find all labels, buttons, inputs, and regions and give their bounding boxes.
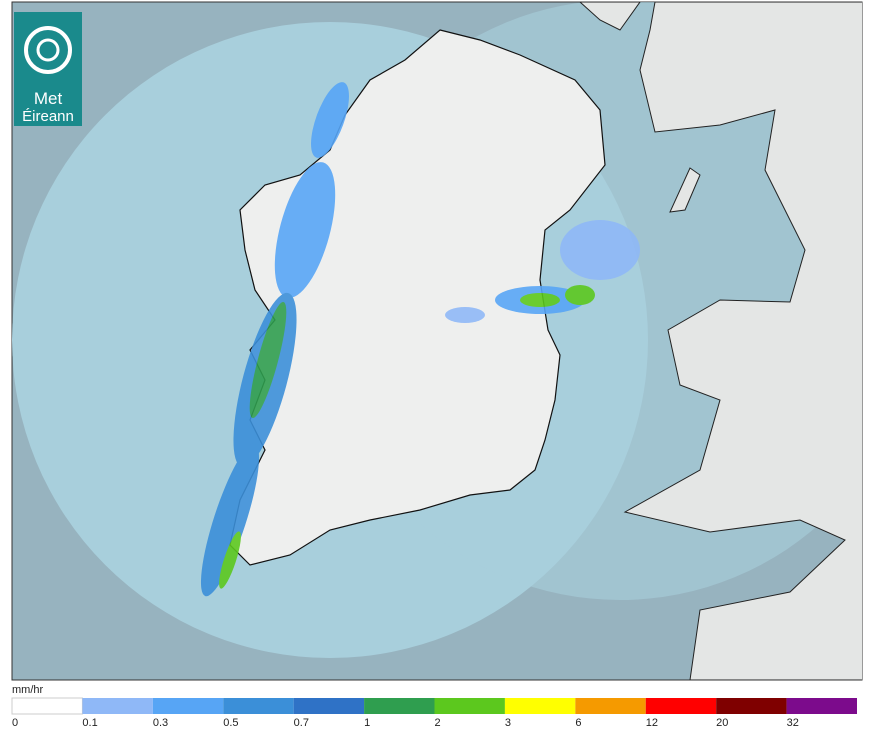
legend-label: 20 xyxy=(716,717,728,729)
legend-swatch xyxy=(11,697,83,715)
legend-label: 0.5 xyxy=(223,717,238,729)
logo-text: Éireann xyxy=(22,108,74,125)
legend-label: 0.7 xyxy=(294,717,309,729)
legend-swatch xyxy=(293,698,365,714)
legend-label: 3 xyxy=(505,717,511,729)
legend-swatch xyxy=(575,698,646,714)
great-britain xyxy=(623,2,862,680)
legend-label: 0 xyxy=(12,717,18,729)
logo: Met Éireann xyxy=(14,12,82,126)
legend-label: 6 xyxy=(575,717,581,729)
legend: 0 0.1 0.3 0.5 0.7 1 2 3 6 12 20 32 xyxy=(11,697,857,729)
logo-text: Met xyxy=(34,89,63,108)
legend-label: 1 xyxy=(364,717,370,729)
legend-label: 0.3 xyxy=(153,717,168,729)
isle-of-man xyxy=(669,167,701,213)
legend-label: 2 xyxy=(435,717,441,729)
legend-swatch xyxy=(716,698,787,714)
legend-swatch xyxy=(786,698,857,714)
legend-swatch xyxy=(82,698,153,714)
legend-label: 12 xyxy=(646,717,658,729)
logo-background xyxy=(14,12,82,126)
map xyxy=(11,1,863,681)
logo-swirl xyxy=(24,26,72,74)
logo-swirl xyxy=(36,38,60,62)
legend-swatch xyxy=(645,698,717,714)
great-britain-north xyxy=(579,2,641,31)
legend-swatch xyxy=(434,698,505,714)
legend-swatch xyxy=(223,698,294,714)
legend-label: 32 xyxy=(787,717,799,729)
legend-swatch xyxy=(504,698,576,714)
legend-unit: mm/hr xyxy=(12,684,44,696)
legend-swatch xyxy=(364,698,435,714)
rain xyxy=(200,82,640,597)
legend-swatch xyxy=(152,698,224,714)
legend-label: 0.1 xyxy=(82,717,97,729)
